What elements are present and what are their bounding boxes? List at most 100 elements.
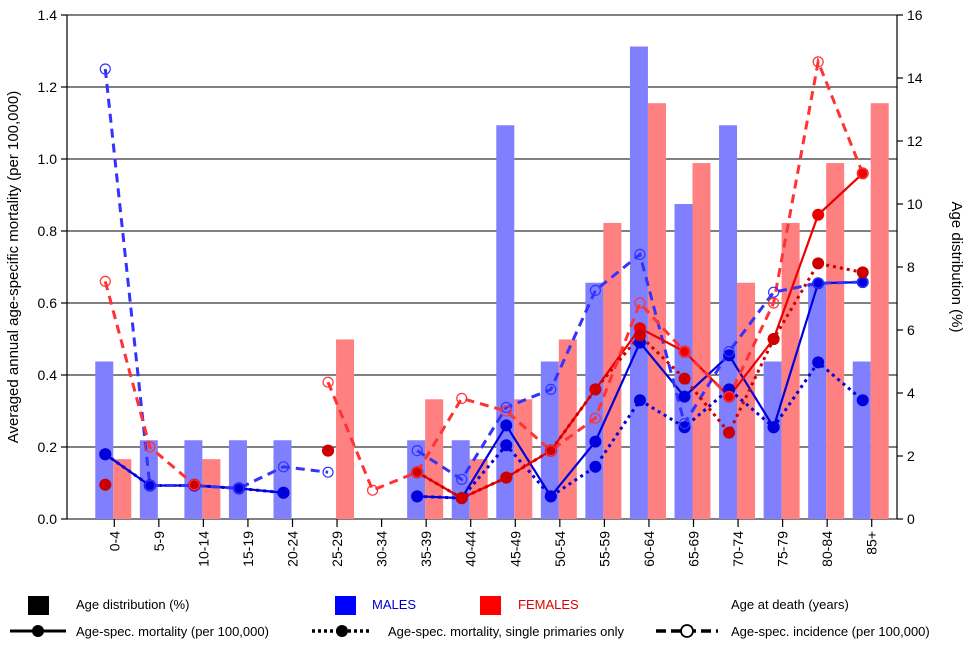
- bar-males: [585, 282, 604, 519]
- x-tick-label: 35-39: [418, 531, 434, 567]
- series-point: [456, 392, 468, 404]
- series-point: [500, 405, 512, 417]
- series-point: [856, 266, 869, 279]
- series-line: [103, 68, 329, 490]
- series-point: [768, 297, 780, 309]
- series-point: [856, 276, 869, 289]
- series-point: [456, 473, 468, 485]
- x-tick-label: 60-64: [641, 531, 657, 567]
- series-line: [103, 281, 196, 486]
- legend-females-swatch: [480, 596, 501, 615]
- series-point: [812, 208, 825, 221]
- bar-females: [202, 459, 221, 519]
- series-point: [723, 349, 736, 362]
- y-tick-label: 0.8: [38, 223, 58, 239]
- bar-females: [692, 163, 711, 520]
- x-tick-label: 25-29: [329, 531, 345, 567]
- series-point: [99, 275, 111, 287]
- series-point: [144, 479, 156, 492]
- series-point: [500, 419, 513, 432]
- series-point: [322, 444, 335, 457]
- series-point: [678, 372, 691, 385]
- legend-males-swatch: [335, 596, 356, 615]
- legend-mortality-single-label: Age-spec. mortality, single primaries on…: [388, 624, 625, 639]
- legend-mortality-marker: [32, 625, 44, 637]
- y-ticks: 0.0 0.2 0.4 0.6 0.8 1.0 1.2 1.4: [38, 7, 67, 527]
- series-line: [326, 56, 865, 493]
- series-point: [411, 490, 424, 503]
- x-tick-label: 40-44: [463, 531, 479, 567]
- bar-females: [425, 399, 444, 519]
- x-tick-label: 75-79: [775, 531, 791, 567]
- series-point: [544, 444, 557, 457]
- x-ticks: 0-4 5-9 10-14 15-19 20-24 25-29 30-34 35-39 40-4…: [106, 519, 880, 567]
- bar-males: [674, 204, 693, 519]
- series-point: [411, 466, 424, 479]
- x-tick-label: 85+: [864, 531, 880, 555]
- bar-males: [540, 361, 559, 519]
- series-point: [723, 426, 736, 439]
- series-point: [634, 248, 646, 260]
- y-tick-label: 0.4: [38, 367, 58, 383]
- legend-mortality-single-marker: [336, 625, 348, 637]
- bar-males: [496, 125, 515, 519]
- bar-males: [852, 361, 871, 519]
- series-point: [500, 401, 512, 413]
- bar-males: [95, 361, 114, 519]
- series-markers: [99, 56, 869, 505]
- y-tick-label: 1.4: [38, 7, 58, 23]
- series-point: [633, 394, 646, 407]
- series-point: [99, 63, 111, 75]
- series-point: [277, 486, 290, 499]
- x-tick-label: 55-59: [596, 531, 612, 567]
- y-tick-label: 0.0: [38, 511, 58, 527]
- series-point: [99, 478, 112, 491]
- series-point: [678, 421, 691, 434]
- series-point: [634, 297, 646, 309]
- series-point: [723, 346, 735, 358]
- bar-females: [113, 459, 132, 519]
- series-point: [322, 376, 334, 388]
- series-point: [678, 418, 691, 430]
- legend-males-label: MALES: [372, 597, 416, 612]
- bar-females: [514, 399, 533, 519]
- series-point: [144, 441, 156, 453]
- legend-incidence-label: Age-spec. incidence (per 100,000): [731, 624, 930, 639]
- bar-males: [808, 282, 827, 519]
- y2-tick-label: 16: [907, 7, 923, 23]
- bar-females: [336, 339, 355, 519]
- series-point: [767, 421, 780, 434]
- series-point: [544, 490, 557, 503]
- bar-females: [558, 339, 577, 519]
- bar-males: [719, 125, 738, 519]
- series-point: [500, 439, 513, 452]
- legend-age-distribution-swatch: [28, 596, 49, 615]
- series-point: [545, 383, 557, 395]
- series-point: [545, 445, 557, 457]
- series-point: [589, 383, 602, 396]
- x-tick-label: 5-9: [151, 531, 167, 551]
- y2-tick-label: 10: [907, 196, 923, 212]
- y-tick-label: 0.2: [38, 439, 58, 455]
- series-line: [416, 261, 864, 500]
- series-point: [143, 479, 156, 492]
- gridlines: [67, 14, 897, 520]
- series-point: [812, 356, 825, 369]
- series-point: [856, 167, 869, 180]
- series-point: [99, 448, 112, 461]
- x-tick-label: 80-84: [819, 531, 835, 567]
- series-point: [633, 329, 646, 342]
- series-point: [812, 277, 824, 289]
- x-tick-label: 10-14: [195, 531, 211, 567]
- series-point: [812, 257, 825, 270]
- bar-females: [826, 163, 845, 520]
- y-tick-label: 1.2: [38, 79, 58, 95]
- series-point: [322, 466, 334, 478]
- series-point: [812, 56, 824, 68]
- x-tick-label: 45-49: [507, 531, 523, 567]
- y2-tick-label: 6: [907, 322, 915, 338]
- series-point: [589, 435, 602, 448]
- series-point: [455, 492, 468, 505]
